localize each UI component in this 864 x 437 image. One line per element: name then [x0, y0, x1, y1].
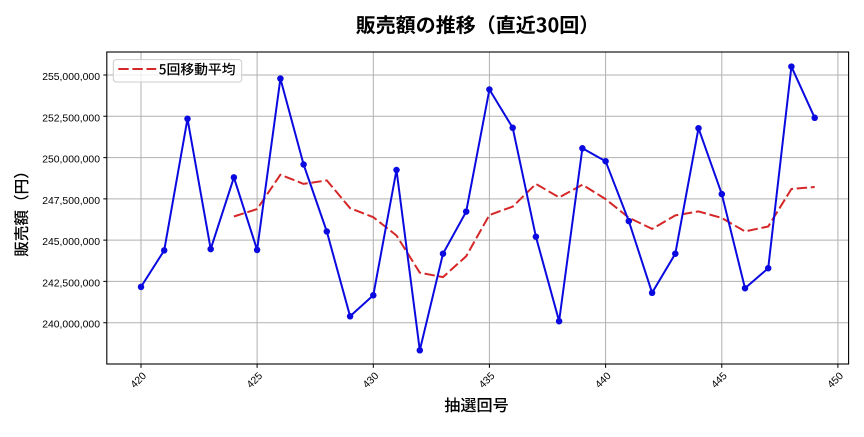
svg-text:255,000,000: 255,000,000	[42, 72, 100, 83]
svg-text:242,500,000: 242,500,000	[42, 278, 100, 289]
svg-text:245,000,000: 245,000,000	[42, 237, 100, 248]
svg-text:252,500,000: 252,500,000	[42, 113, 100, 124]
svg-text:240,000,000: 240,000,000	[42, 320, 100, 331]
svg-text:247,500,000: 247,500,000	[42, 196, 100, 207]
svg-text:250,000,000: 250,000,000	[42, 155, 100, 166]
